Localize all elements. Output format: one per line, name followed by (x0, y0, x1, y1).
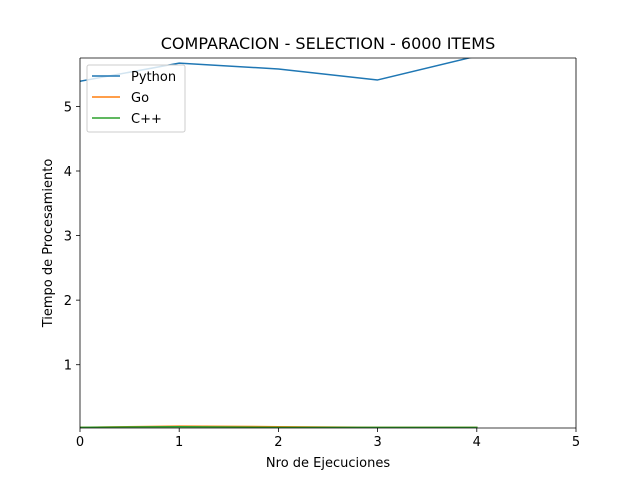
legend: Python Go C++ (86, 64, 186, 133)
legend-frame (86, 64, 186, 133)
y-tick-label: 4 (64, 165, 72, 180)
x-tick-label: 5 (572, 435, 580, 450)
x-axis-label: Nro de Ejecuciones (266, 456, 390, 471)
x-axis-ticks: 0 1 2 3 4 5 (76, 428, 580, 450)
x-tick-label: 3 (373, 435, 381, 450)
y-tick-label: 2 (64, 294, 72, 309)
x-tick-label: 2 (274, 435, 282, 450)
series-line-cpp (80, 425, 478, 428)
y-tick-label: 3 (64, 230, 72, 245)
y-tick-label: 1 (64, 359, 72, 374)
legend-label-python: Python (131, 70, 176, 85)
legend-label-go: Go (131, 91, 149, 106)
y-axis-ticks: 1 2 3 4 5 (64, 100, 80, 374)
y-tick-label: 5 (64, 100, 72, 115)
plot-frame (79, 57, 577, 429)
y-axis-label: Tiempo de Procesamiento (41, 159, 56, 329)
x-tick-label: 0 (76, 435, 84, 450)
legend-label-cpp: C++ (131, 112, 162, 127)
chart-title: COMPARACION - SELECTION - 6000 ITEMS (161, 34, 496, 53)
x-tick-label: 4 (473, 435, 481, 450)
x-tick-label: 1 (175, 435, 183, 450)
